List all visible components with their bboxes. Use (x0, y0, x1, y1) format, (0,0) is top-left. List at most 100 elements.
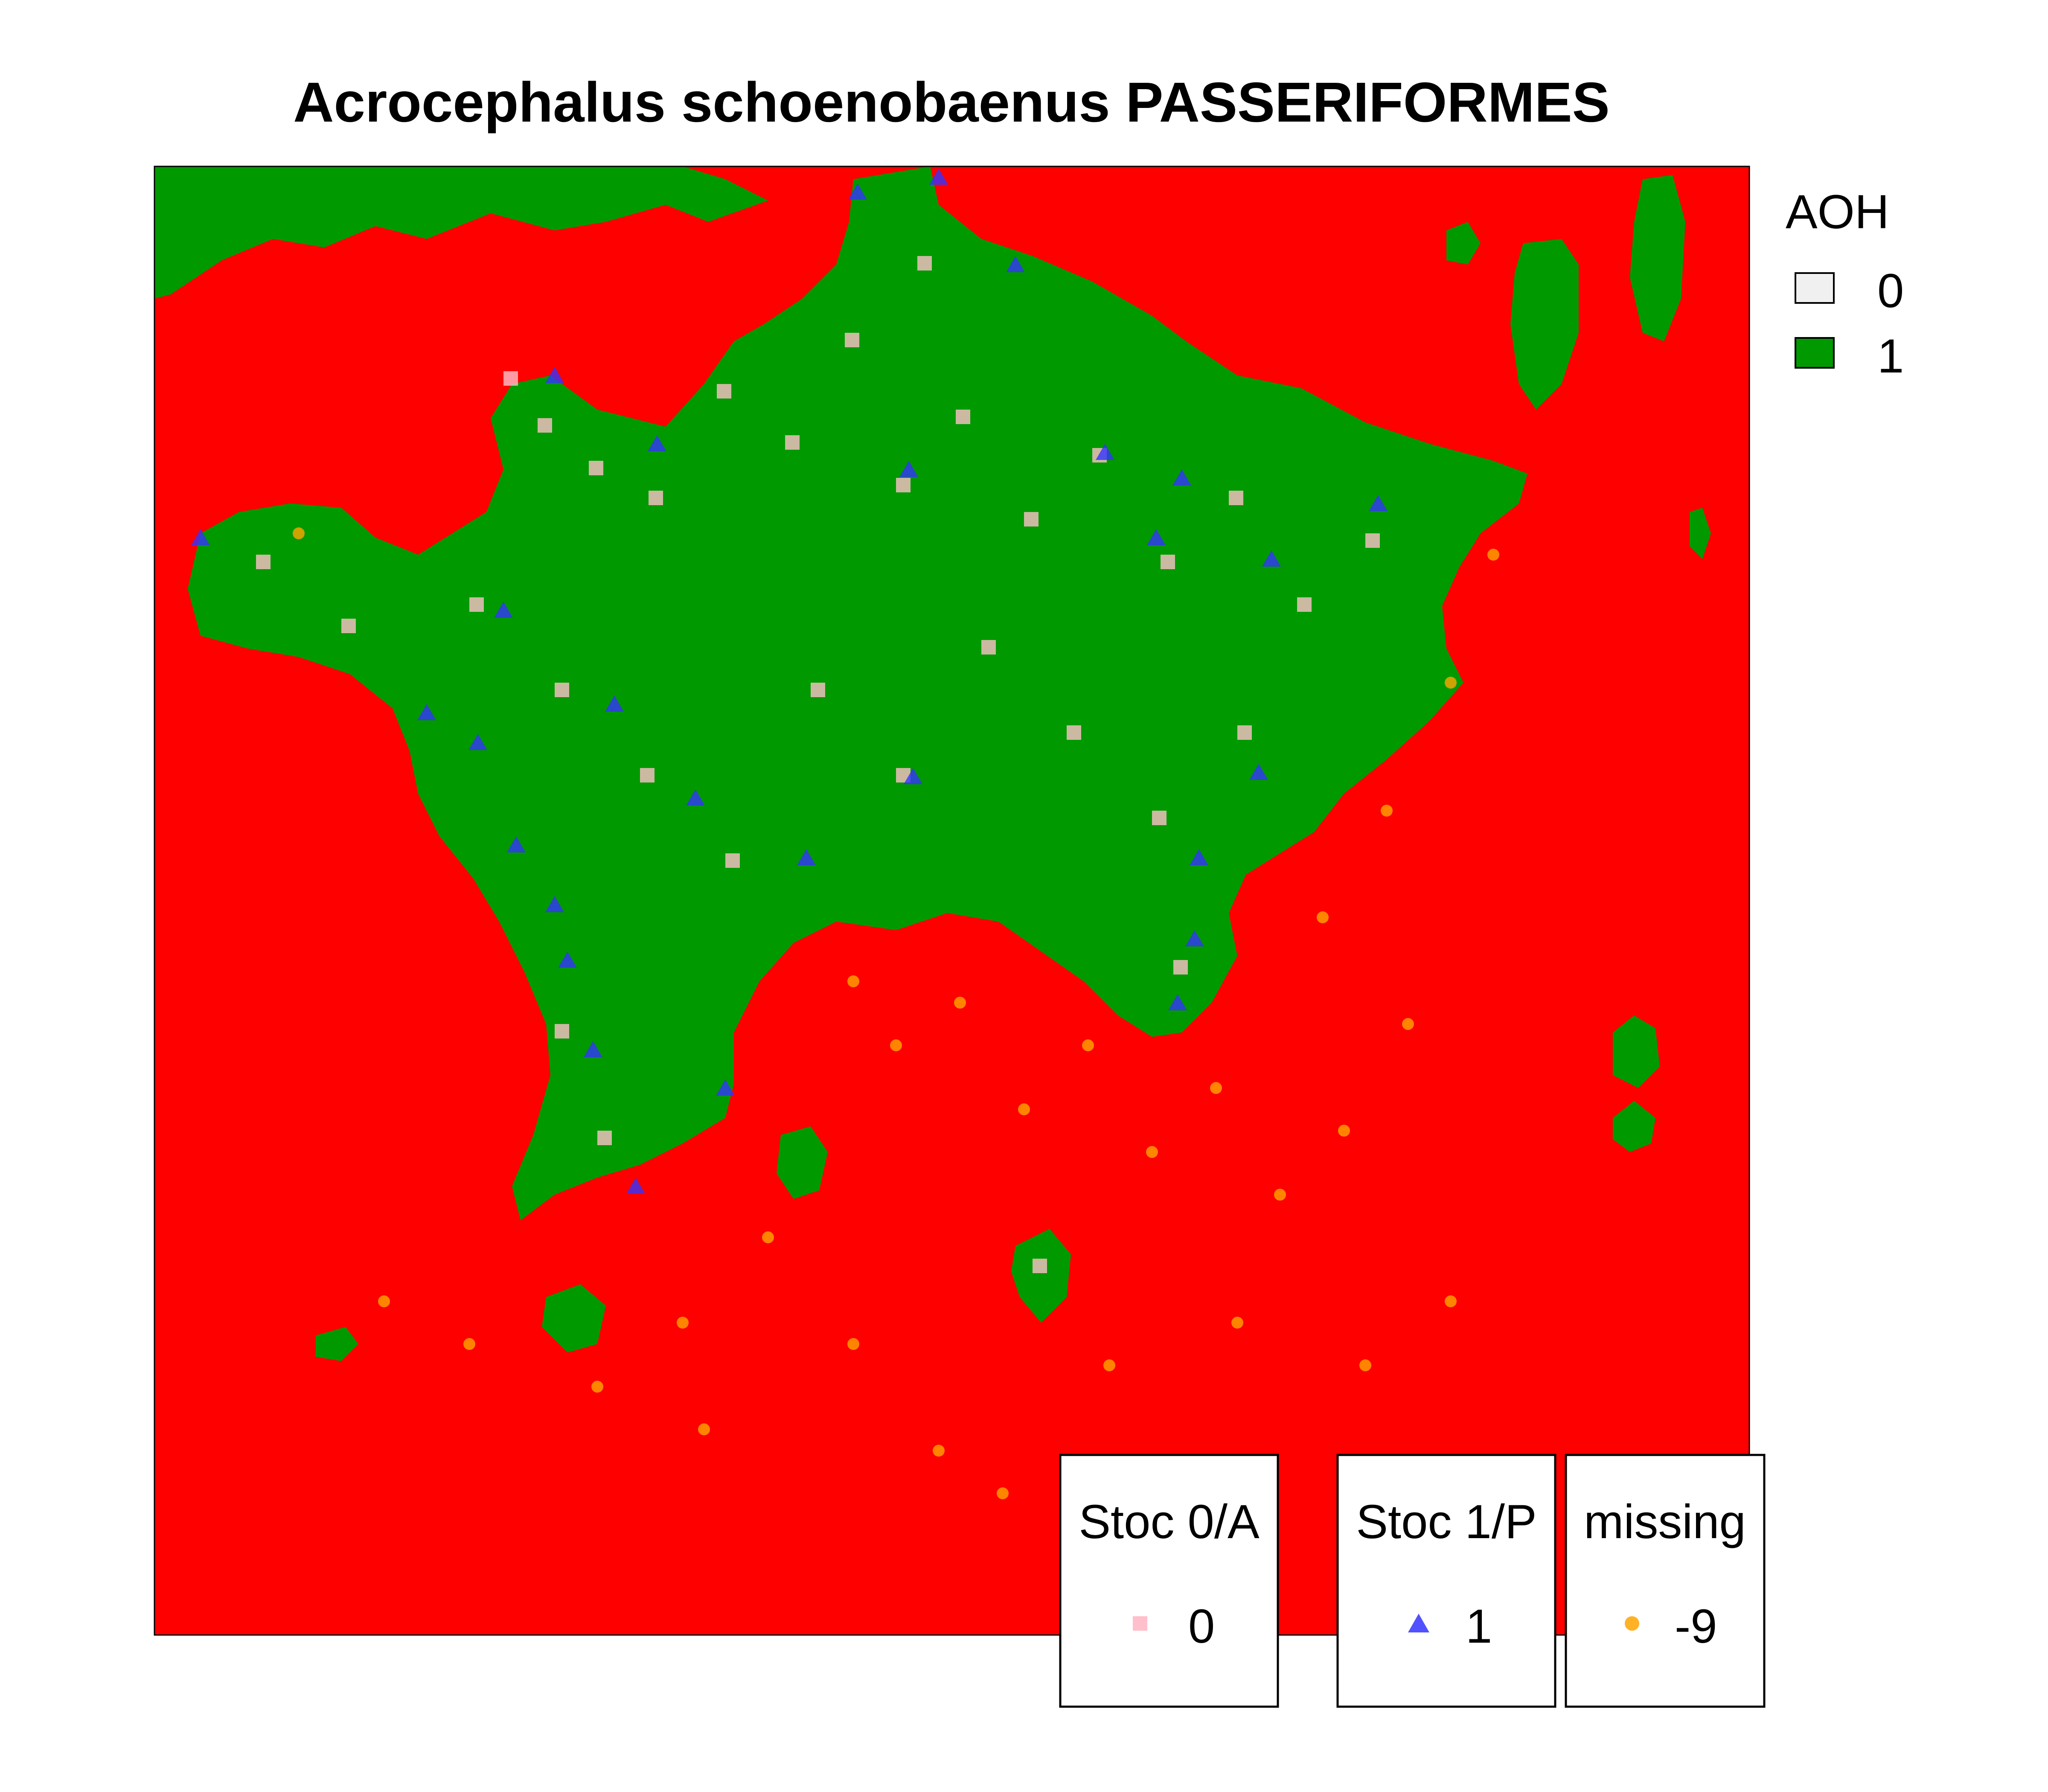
missing-point (591, 1381, 603, 1393)
missing-point (1445, 1295, 1457, 1307)
aoh-legend-label-1: 1 (1877, 329, 1904, 383)
absence-point (1297, 597, 1312, 612)
missing-point (1103, 1359, 1115, 1371)
legend-stoc-0a-marker (1133, 1616, 1147, 1631)
absence-point (649, 491, 663, 505)
missing-point (1402, 1018, 1414, 1030)
missing-point (1445, 677, 1457, 689)
aoh-legend-label-0: 0 (1877, 264, 1904, 317)
missing-point (762, 1231, 774, 1243)
absence-point (917, 256, 932, 271)
presence-point (1185, 930, 1204, 946)
absence-point (896, 478, 911, 492)
absence-point (555, 1024, 569, 1039)
missing-point (1231, 1317, 1243, 1329)
missing-point (378, 1295, 390, 1307)
absence-point (1173, 960, 1188, 975)
aoh-legend: AOH 0 1 (1786, 185, 1904, 383)
absence-point (256, 555, 271, 569)
aoh-legend-swatch-1 (1795, 337, 1835, 369)
legend-missing-title: missing (1584, 1495, 1746, 1548)
absence-point (1229, 491, 1243, 505)
missing-points-layer (293, 527, 1499, 1499)
presence-point (605, 695, 624, 712)
missing-point (847, 1338, 859, 1350)
absence-point (811, 683, 825, 697)
presence-point (1249, 764, 1268, 780)
presence-point (558, 951, 577, 968)
presence-point (1190, 849, 1208, 865)
ne-island-small (1446, 222, 1481, 265)
legend-stoc-0a-box (1059, 1454, 1279, 1708)
absence-point (640, 768, 655, 783)
missing-point (1146, 1146, 1158, 1158)
legend-stoc-1p-label: 1 (1466, 1600, 1492, 1653)
presence-point (626, 1178, 645, 1194)
missing-point (933, 1445, 945, 1457)
absence-point (538, 418, 552, 433)
presence-point (545, 896, 564, 912)
absence-point (785, 435, 800, 450)
missing-point (1381, 805, 1393, 817)
legend-stoc-1p-marker (1408, 1614, 1429, 1632)
absence-point (956, 410, 970, 424)
missing-point (997, 1487, 1009, 1499)
island-c (316, 1327, 358, 1361)
aoh-land-layer (154, 166, 1711, 1361)
island-d (1613, 1015, 1660, 1088)
legend-stoc-1p-title: Stoc 1/P (1356, 1495, 1536, 1548)
presence-point (545, 367, 564, 383)
ne-island-tall (1630, 175, 1685, 341)
presence-point (468, 734, 487, 750)
presence-point (494, 602, 513, 618)
missing-point (954, 997, 966, 1009)
island-e (1613, 1101, 1655, 1152)
missing-point (293, 527, 305, 539)
missing-point (1317, 911, 1329, 923)
absence-point (1237, 725, 1252, 740)
island-b (542, 1284, 606, 1353)
missing-point (1274, 1189, 1286, 1201)
legend-missing-box (1565, 1454, 1766, 1708)
presence-point (1096, 444, 1114, 460)
island-a (777, 1126, 828, 1199)
missing-point (463, 1338, 475, 1350)
map-title: Acrocephalus schoenobaenus PASSERIFORMES (293, 71, 1610, 134)
aoh-legend-swatch-0 (1795, 272, 1835, 304)
france-mainland (188, 166, 1527, 1220)
absence-point (1024, 512, 1039, 527)
missing-point (847, 975, 859, 987)
missing-point (1082, 1039, 1094, 1051)
aoh-legend-title: AOH (1786, 185, 1889, 239)
presence-point (929, 169, 948, 185)
alps-enclave (1033, 798, 1229, 917)
ne-island-large (1510, 239, 1579, 410)
missing-point (1338, 1125, 1350, 1137)
presence-point (1006, 256, 1025, 272)
presence-point (648, 435, 666, 451)
presence-point (1147, 529, 1166, 545)
presence-point (797, 849, 816, 865)
missing-point (1487, 549, 1499, 561)
map-panel (154, 166, 1750, 1636)
legend-missing-marker (1625, 1616, 1639, 1631)
presence-point (507, 836, 526, 852)
legend-stoc-0a: Stoc 0/A 0 (1059, 1454, 1279, 1708)
legend-missing-label: -9 (1675, 1600, 1717, 1653)
absence-point (597, 1131, 612, 1145)
missing-point (1210, 1082, 1222, 1094)
absence-points-layer (256, 256, 1380, 1273)
presence-point (191, 529, 210, 545)
absence-point (717, 384, 731, 399)
absence-point (1067, 725, 1081, 740)
presence-point (1172, 469, 1191, 486)
missing-point (1359, 1359, 1371, 1371)
absence-point (1365, 533, 1380, 548)
presence-point (1168, 994, 1187, 1010)
absence-point (589, 461, 603, 475)
presence-point (1369, 495, 1388, 511)
absence-point (469, 597, 484, 612)
absence-point (555, 683, 569, 697)
legend-missing: missing -9 (1565, 1454, 1766, 1708)
legend-stoc-0a-title: Stoc 0/A (1079, 1495, 1260, 1548)
